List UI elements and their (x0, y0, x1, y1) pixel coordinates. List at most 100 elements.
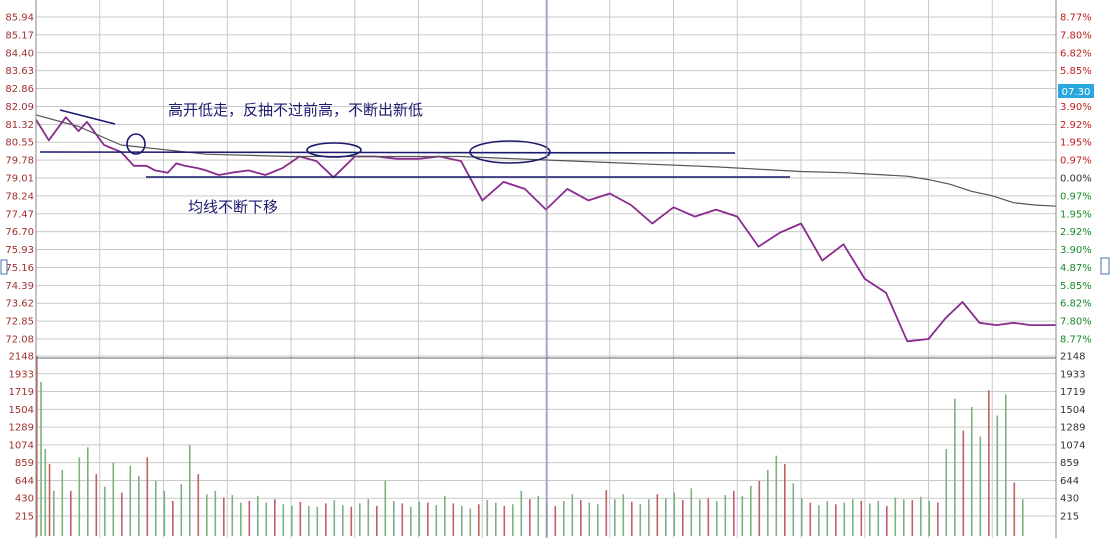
volume-tick-label: 1074 (9, 440, 34, 451)
volume-bar (877, 500, 880, 536)
volume-bar (180, 484, 183, 536)
price-tick-label: 85.94 (5, 13, 34, 24)
volume-bar (954, 398, 956, 536)
volume-bar (690, 488, 693, 536)
volume-bar (920, 496, 922, 536)
axis-tick-labels: 85.94 8.77% 85.17 7.80% 84.40 6.82% 83.63 5.85%… (5, 13, 1091, 523)
volume-bar (520, 490, 523, 536)
volume-bar (792, 483, 795, 536)
volume-bar (223, 497, 225, 536)
volume-bar (189, 444, 191, 536)
volume-bar (257, 495, 259, 536)
pct-tick-label: 3.90% (1060, 245, 1092, 256)
volume-bar (724, 495, 727, 536)
volume-bar (665, 498, 667, 536)
volume-bar (826, 500, 829, 536)
volume-bar (631, 501, 633, 536)
price-lines (35, 114, 1057, 343)
volume-tick-label: 1933 (9, 369, 34, 380)
volume-bar (767, 469, 769, 536)
volume-tick-label: 859 (15, 458, 34, 469)
price-tick-label: 84.40 (5, 48, 34, 59)
volume-bar (869, 503, 871, 536)
volume-bar (495, 502, 497, 536)
volume-bar (469, 508, 472, 536)
left-scroll-handle[interactable] (0, 259, 8, 275)
volume-bar (1022, 499, 1024, 536)
volume-bar (291, 505, 293, 536)
volume-bar (350, 506, 353, 536)
pct-tick-label: 6.82% (1060, 48, 1092, 59)
pct-tick-label: 5.85% (1060, 281, 1092, 292)
volume-tick-label-right: 1933 (1060, 369, 1085, 380)
pct-tick-label: 2.92% (1060, 120, 1092, 131)
volume-bar (988, 390, 990, 536)
price-tick-label: 85.17 (5, 30, 34, 41)
price-tick-label: 83.63 (5, 66, 34, 77)
volume-bar (231, 495, 234, 536)
price-tick-label: 74.39 (5, 281, 34, 292)
volume-tick-label-right: 1074 (1060, 440, 1085, 451)
volume-bar (61, 469, 64, 536)
pct-tick-label: 7.80% (1060, 317, 1092, 328)
volume-bar (452, 503, 455, 536)
annotation-bottom: 均线不断下移 (188, 198, 278, 216)
volume-tick-label: 644 (15, 476, 34, 487)
volume-bar (673, 492, 676, 536)
right-scroll-handle[interactable] (1100, 257, 1110, 275)
circle-mark-3 (469, 140, 551, 164)
volume-bar (44, 448, 47, 536)
hand-drawn-marks (39, 109, 790, 178)
price-tick-label: 73.62 (5, 299, 34, 310)
volume-bar (53, 490, 55, 536)
volume-bar (70, 490, 72, 536)
volume-bar (962, 430, 965, 536)
volume-tick-label: 1719 (9, 387, 34, 398)
price-tick-label: 76.70 (5, 227, 34, 238)
volume-bar (359, 503, 361, 536)
volume-bar (155, 480, 157, 536)
pct-tick-label: 6.82% (1060, 299, 1092, 310)
price-tick-label: 75.93 (5, 245, 34, 256)
volume-bar (299, 501, 302, 536)
price-tick-label: 72.85 (5, 317, 34, 328)
volume-bar (197, 474, 200, 536)
price-tick-label: 82.86 (5, 84, 34, 95)
volume-bar (801, 498, 803, 536)
volume-bar (648, 499, 650, 536)
volume-bar (316, 506, 319, 536)
volume-tick-label-right: 2148 (1060, 352, 1085, 363)
volume-bar (750, 485, 752, 536)
volume-bar (146, 457, 149, 536)
volume-tick-label-right: 1504 (1060, 405, 1085, 416)
volume-bar (342, 505, 344, 536)
volume-bar (478, 504, 480, 536)
volume-bar (682, 500, 684, 536)
volume-tick-label-right: 644 (1060, 476, 1079, 487)
price-series-line (35, 116, 1056, 343)
price-badge-text: 07.30 (1062, 87, 1091, 98)
volume-bar (563, 500, 565, 536)
volume-bar (486, 500, 489, 536)
volume-bar (393, 500, 395, 536)
price-tick-label: 72.08 (5, 335, 34, 346)
resistance-line (39, 151, 736, 154)
volume-bar (571, 494, 574, 536)
volume-bar (597, 504, 599, 536)
volume-bar (1005, 394, 1007, 536)
volume-tick-label: 215 (15, 512, 34, 523)
volume-bar (503, 505, 506, 536)
circle-mark-1 (126, 133, 146, 155)
volume-bar (104, 486, 106, 536)
volume-bar (418, 501, 421, 536)
volume-bar (835, 504, 837, 536)
volume-tick-label-right: 1289 (1060, 423, 1085, 434)
volume-bar (945, 448, 948, 536)
volume-bar (843, 502, 846, 536)
volume-bar (282, 504, 285, 536)
pct-tick-label: 7.80% (1060, 30, 1092, 41)
volume-tick-label: 1504 (9, 405, 34, 416)
volume-bar (537, 495, 540, 536)
pct-tick-label: 5.85% (1060, 66, 1092, 77)
